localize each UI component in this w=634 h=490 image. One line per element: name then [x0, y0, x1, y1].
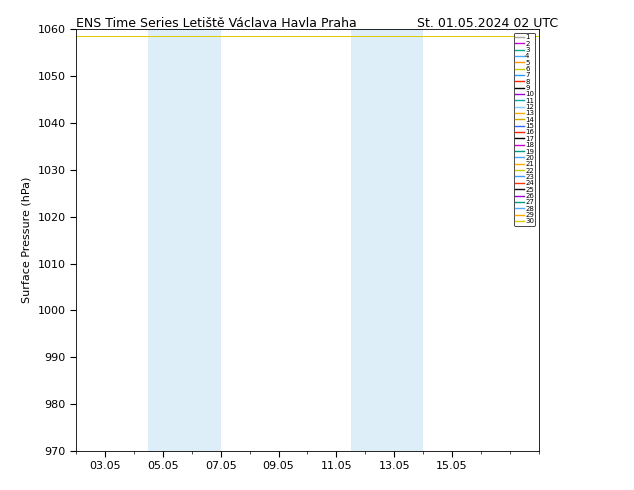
Bar — [148, 29, 221, 451]
Text: St. 01.05.2024 02 UTC: St. 01.05.2024 02 UTC — [417, 17, 558, 30]
Legend: 1, 2, 3, 4, 5, 6, 7, 8, 9, 10, 11, 12, 13, 14, 15, 16, 17, 18, 19, 20, 21, 22, 2: 1, 2, 3, 4, 5, 6, 7, 8, 9, 10, 11, 12, 1… — [514, 33, 536, 226]
Bar — [351, 29, 424, 451]
Y-axis label: Surface Pressure (hPa): Surface Pressure (hPa) — [22, 177, 32, 303]
Text: ENS Time Series Letiště Václava Havla Praha: ENS Time Series Letiště Václava Havla Pr… — [76, 17, 357, 30]
